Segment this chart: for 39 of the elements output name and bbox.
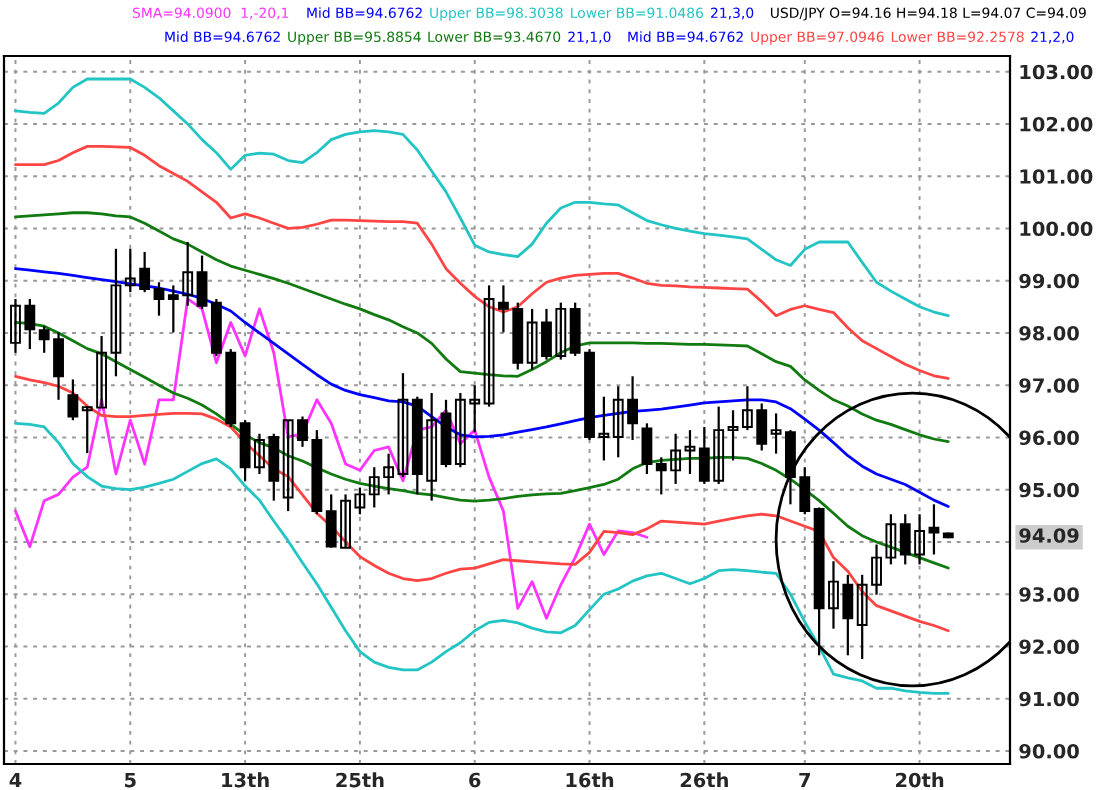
candlestick — [153, 281, 165, 317]
y-tick-label: 95.00 — [1019, 482, 1079, 498]
line-series — [14, 211, 950, 443]
y-tick-label: 92.00 — [1019, 639, 1079, 655]
y-tick-label: 99.00 — [1019, 273, 1079, 289]
x-tick-label: 7 — [799, 772, 810, 788]
x-tick-label: 13th — [222, 772, 269, 788]
y-tick-label: 101.00 — [1020, 169, 1093, 184]
candlestick — [727, 409, 739, 462]
candlestick — [641, 422, 653, 476]
line-series — [14, 267, 950, 508]
y-tick-label: 93.00 — [1019, 587, 1079, 602]
text: 94.09 — [1019, 528, 1079, 543]
y-tick-label: 97.00 — [1019, 378, 1079, 393]
candlestick — [67, 378, 79, 422]
line-series — [14, 374, 950, 633]
x-tick-label: 6 — [469, 772, 481, 788]
candlestick — [928, 503, 940, 556]
candlestick — [397, 372, 409, 479]
candlestick — [684, 429, 696, 476]
y-tick-label: 96.00 — [1019, 430, 1079, 446]
y-tick-label: 102.00 — [1020, 116, 1093, 132]
candlestick — [483, 284, 495, 408]
y-tick-label: 100.00 — [1020, 221, 1093, 237]
candlestick — [110, 247, 122, 378]
x-tick-label: 25th — [336, 772, 384, 788]
y-tick-label: 91.00 — [1019, 691, 1079, 707]
x-tick-label: 20th — [896, 772, 944, 788]
x-tick-label: 5 — [125, 772, 136, 788]
x-tick-label: 4 — [9, 772, 22, 788]
y-tick-label: 98.00 — [1019, 325, 1079, 341]
y-tick-label: 103.00 — [1020, 64, 1093, 80]
line-series — [14, 421, 950, 695]
x-tick-label: 16th — [566, 772, 614, 788]
line-series — [14, 145, 950, 380]
x-tick-label: 26th — [680, 772, 728, 788]
y-tick-label: 90.00 — [1019, 743, 1079, 759]
candlestick — [196, 254, 208, 310]
line-series — [14, 77, 950, 318]
